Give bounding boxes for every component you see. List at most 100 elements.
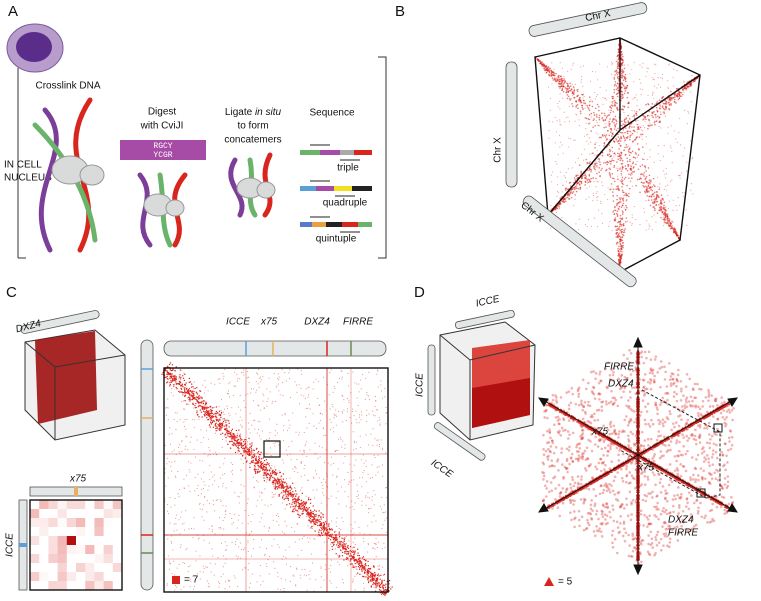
contact-dot — [224, 369, 226, 371]
scatter-dot — [670, 98, 673, 100]
scatter-dot — [625, 206, 628, 209]
contact-dot — [373, 504, 375, 506]
scatter-dot — [664, 221, 667, 224]
contact-dot — [197, 538, 199, 540]
contact-dot — [219, 414, 222, 416]
scatter-dot — [623, 119, 626, 122]
scatter-dot — [621, 90, 623, 93]
scatter-dot — [660, 210, 662, 212]
contact-dot — [189, 400, 191, 402]
scatter-dot — [611, 61, 613, 63]
contact-dot — [297, 505, 299, 508]
contact-dot — [287, 487, 289, 489]
contact-dot — [332, 427, 334, 429]
contact-dot — [353, 464, 355, 466]
contact-dot — [344, 537, 346, 539]
contact-dot — [226, 393, 228, 395]
contact-dot — [215, 422, 217, 424]
contact-dot — [367, 567, 370, 570]
scatter-dot — [657, 115, 659, 118]
contact-dot — [260, 465, 262, 467]
scatter-dot — [621, 166, 624, 169]
contact-dot — [377, 541, 379, 543]
scatter-dot — [611, 173, 614, 175]
contact-dot — [226, 405, 228, 407]
contact-dot — [263, 474, 265, 477]
scatter-dot — [594, 154, 596, 156]
scatter-dot — [621, 182, 623, 185]
scatter-dot — [612, 62, 614, 65]
contact-dot — [205, 404, 207, 406]
scatter-dot — [647, 124, 649, 127]
contact-dot — [261, 492, 263, 494]
contact-dot — [169, 377, 171, 380]
scatter-dot — [571, 192, 574, 194]
scatter-dot — [549, 209, 552, 211]
contact-dot — [287, 497, 290, 500]
scatter-dot — [667, 224, 669, 227]
contact-dot — [215, 420, 218, 422]
contact-dot — [290, 506, 292, 508]
contact-dot — [219, 382, 221, 384]
contact-dot — [208, 583, 210, 585]
contact-dot — [341, 546, 344, 548]
contact-dot — [257, 461, 259, 463]
scatter-dot — [663, 218, 666, 221]
contact-dot — [247, 540, 249, 542]
contact-dot — [277, 441, 279, 443]
scatter-dot — [547, 86, 550, 88]
scatter-dot — [621, 250, 623, 253]
contact-dot — [290, 492, 292, 495]
contact-dot — [214, 432, 216, 434]
contact-dot — [329, 372, 331, 374]
scatter-dot — [589, 168, 591, 171]
contact-dot — [318, 404, 320, 406]
contact-dot — [192, 407, 194, 409]
contact-dot — [227, 435, 229, 437]
contact-dot — [273, 372, 275, 374]
scatter-dot — [625, 204, 627, 207]
scatter-dot — [648, 174, 651, 177]
scatter-dot — [631, 224, 633, 226]
contact-dot — [353, 557, 355, 559]
contact-dot — [290, 491, 292, 494]
scatter-dot — [620, 53, 623, 56]
contact-dot — [201, 488, 203, 490]
scatter-dot — [667, 184, 669, 186]
scatter-dot — [628, 148, 631, 150]
contact-dot — [341, 578, 343, 580]
contact-dot — [198, 395, 200, 397]
scatter-dot — [667, 102, 669, 104]
contact-dot — [251, 444, 253, 446]
contact-dot — [354, 563, 356, 565]
scatter-dot — [613, 84, 616, 87]
contact-dot — [303, 500, 305, 503]
contact-dot — [320, 502, 322, 504]
scatter-dot — [649, 156, 651, 158]
scatter-dot — [613, 209, 615, 212]
scatter-dot — [611, 105, 614, 107]
contact-dot — [171, 433, 173, 435]
scatter-dot — [608, 153, 611, 156]
scatter-dot — [601, 167, 603, 170]
scatter-dot — [666, 218, 668, 220]
contact-dot — [305, 507, 307, 509]
scatter-dot — [574, 120, 576, 122]
contact-dot — [299, 574, 301, 576]
contact-dot — [237, 446, 239, 448]
contact-dot — [383, 504, 385, 506]
contact-dot — [181, 401, 183, 403]
contact-dot — [247, 422, 249, 424]
contact-dot — [240, 446, 243, 449]
scatter-dot — [673, 68, 675, 70]
scatter-dot — [612, 200, 615, 202]
scatter-dot — [572, 94, 574, 97]
contact-dot — [374, 573, 376, 575]
scatter-dot — [545, 67, 548, 69]
contact-dot — [185, 389, 187, 391]
scatter-dot — [620, 54, 623, 57]
scatter-dot — [660, 199, 662, 202]
scatter-dot — [608, 167, 611, 170]
scatter-dot — [621, 120, 623, 123]
contact-dot — [255, 391, 257, 393]
